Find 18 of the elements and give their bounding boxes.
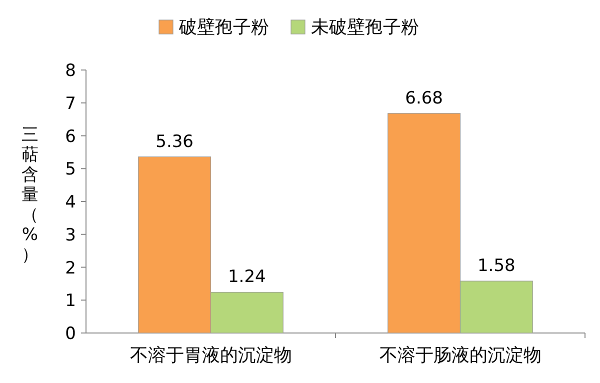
y-tick-label: 2 bbox=[65, 258, 76, 278]
x-tick-label: 不溶于胃液的沉淀物 bbox=[130, 345, 292, 366]
legend-label: 未破壁孢子粉 bbox=[311, 17, 419, 38]
y-tick-label: 4 bbox=[65, 192, 76, 212]
data-label: 6.68 bbox=[405, 88, 443, 108]
y-tick-label: 0 bbox=[65, 324, 76, 344]
y-tick-label: 8 bbox=[65, 61, 76, 81]
legend-label: 破壁孢子粉 bbox=[178, 17, 269, 38]
x-tick-label: 不溶于肠液的沉淀物 bbox=[379, 345, 542, 366]
y-tick-label: 3 bbox=[65, 225, 76, 246]
y-tick-label: 6 bbox=[65, 126, 76, 147]
y-axis-title: 三萜含量（%） bbox=[22, 125, 38, 265]
y-tick-label: 7 bbox=[65, 94, 76, 114]
y-tick-label: 5 bbox=[65, 160, 76, 180]
data-label: 5.36 bbox=[156, 132, 194, 152]
data-label: 1.24 bbox=[228, 267, 266, 288]
data-label: 1.58 bbox=[478, 256, 516, 276]
y-tick-label: 1 bbox=[65, 291, 76, 312]
